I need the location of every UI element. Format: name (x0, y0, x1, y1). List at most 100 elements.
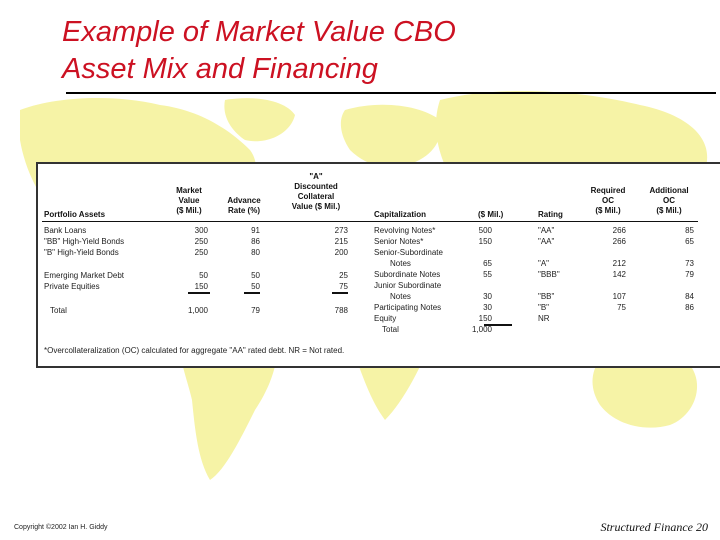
cap-name: Senior Notes* (374, 237, 424, 246)
header-rating: Rating (538, 210, 563, 219)
header-advance-rate: Advance Rate (%) (220, 196, 268, 216)
cap-add: 73 (685, 259, 694, 268)
header-disc-line3: Collateral (297, 192, 335, 201)
cap-add: 85 (685, 226, 694, 235)
underline-ar (244, 292, 260, 294)
cap-rating: "AA" (538, 237, 555, 246)
cap-req: 75 (617, 303, 626, 312)
cap-amt: 150 (478, 237, 492, 246)
cap-amt: 500 (478, 226, 492, 235)
cap-amt: 30 (483, 292, 492, 301)
cap-add: 86 (685, 303, 694, 312)
asset-dv: 215 (334, 237, 348, 246)
asset-ar: 91 (251, 226, 260, 235)
asset-mv: 250 (194, 248, 208, 257)
copyright-text: Copyright ©2002 Ian H. Giddy (14, 524, 108, 531)
asset-name: Emerging Market Debt (44, 271, 125, 280)
cap-name: Subordinate Notes (374, 270, 441, 279)
europe-shape (340, 104, 441, 167)
cap-name: Senior-Subordinate (374, 248, 443, 257)
underline-equity (484, 324, 512, 326)
greenland-shape (224, 98, 295, 142)
header-market-line2: Value (178, 196, 200, 205)
header-portfolio-assets: Portfolio Assets (44, 210, 106, 219)
header-capitalization: Capitalization (374, 210, 427, 219)
cap-rating: "BB" (538, 292, 555, 301)
asset-name: "BB" High-Yield Bonds (44, 237, 125, 246)
asset-dv: 273 (334, 226, 348, 235)
header-req-line3: ($ Mil.) (595, 206, 621, 215)
asset-name: "B" High-Yield Bonds (44, 248, 119, 257)
table-footnote: *Overcollateralization (OC) calculated f… (44, 346, 345, 355)
header-advance-line2: Rate (%) (227, 206, 260, 215)
cap-name: Notes (390, 292, 411, 301)
asset-ar: 50 (251, 271, 260, 280)
cap-rating: "BBB" (538, 270, 560, 279)
cap-name: Notes (390, 259, 411, 268)
asset-ar: 50 (251, 282, 260, 291)
asset-ar: 80 (251, 248, 260, 257)
page-reference: Structured Finance 20 (600, 520, 708, 534)
cap-total-amt: 1,000 (471, 325, 492, 334)
cap-req: 212 (612, 259, 626, 268)
cap-rating: "AA" (538, 226, 555, 235)
header-req-line1: Required (590, 186, 626, 195)
cap-amt: 150 (478, 314, 492, 323)
asset-ar: 86 (251, 237, 260, 246)
cap-add: 84 (685, 292, 694, 301)
header-add-line2: OC (663, 196, 675, 205)
header-discounted-value: "A" Discounted Collateral Value ($ Mil.) (280, 172, 352, 212)
asset-mv: 300 (194, 226, 208, 235)
cap-amt: 65 (483, 259, 492, 268)
cap-amt: 30 (483, 303, 492, 312)
asset-dv: 75 (339, 282, 348, 291)
title-line-1: Example of Market Value CBO (62, 16, 456, 48)
asset-mv: 150 (194, 282, 208, 291)
asset-mv: 250 (194, 237, 208, 246)
cap-req: 142 (612, 270, 626, 279)
asset-total-dv: 788 (334, 306, 348, 315)
asset-total-name: Total (50, 306, 67, 315)
header-disc-line1: "A" (309, 172, 323, 181)
slide-title: Example of Market Value CBO Asset Mix an… (62, 14, 456, 88)
header-market-line3: ($ Mil.) (176, 206, 202, 215)
asset-name: Private Equities (44, 282, 100, 291)
asset-mv: 50 (199, 271, 208, 280)
header-market-value: Market Value ($ Mil.) (164, 186, 214, 216)
asset-total-mv: 1,000 (187, 306, 208, 315)
cap-req: 266 (612, 237, 626, 246)
cap-name: Revolving Notes* (374, 226, 436, 235)
title-divider (66, 92, 716, 94)
asset-dv: 25 (339, 271, 348, 280)
cbo-table: Market Value ($ Mil.) Advance Rate (%) "… (36, 162, 720, 368)
header-disc-line4: Value ($ Mil.) (291, 202, 341, 211)
header-req-line2: OC (602, 196, 614, 205)
cap-total-name: Total (382, 325, 399, 334)
header-market-line1: Market (176, 186, 202, 195)
cap-req: 266 (612, 226, 626, 235)
asset-total-ar: 79 (251, 306, 260, 315)
asset-name: Bank Loans (44, 226, 87, 235)
cap-amt: 55 (483, 270, 492, 279)
underline-mv (188, 292, 210, 294)
header-add-line3: ($ Mil.) (656, 206, 682, 215)
cap-rating: "A" (538, 259, 550, 268)
header-disc-line2: Discounted (294, 182, 338, 191)
cap-add: 79 (685, 270, 694, 279)
asset-dv: 200 (334, 248, 348, 257)
cap-name: Junior Subordinate (374, 281, 442, 290)
cap-rating: "B" (538, 303, 550, 312)
cap-rating: NR (538, 314, 550, 323)
header-add-line1: Additional (649, 186, 689, 195)
cap-name: Equity (374, 314, 397, 323)
australia-shape (592, 350, 698, 428)
cap-req: 107 (612, 292, 626, 301)
header-advance-line1: Advance (227, 196, 261, 205)
cap-name: Participating Notes (374, 303, 442, 312)
cap-add: 65 (685, 237, 694, 246)
header-required-oc: Required OC ($ Mil.) (578, 186, 638, 216)
header-rule (42, 221, 698, 222)
title-line-2: Asset Mix and Financing (62, 53, 378, 85)
underline-dv (332, 292, 348, 294)
header-additional-oc: Additional OC ($ Mil.) (638, 186, 700, 216)
